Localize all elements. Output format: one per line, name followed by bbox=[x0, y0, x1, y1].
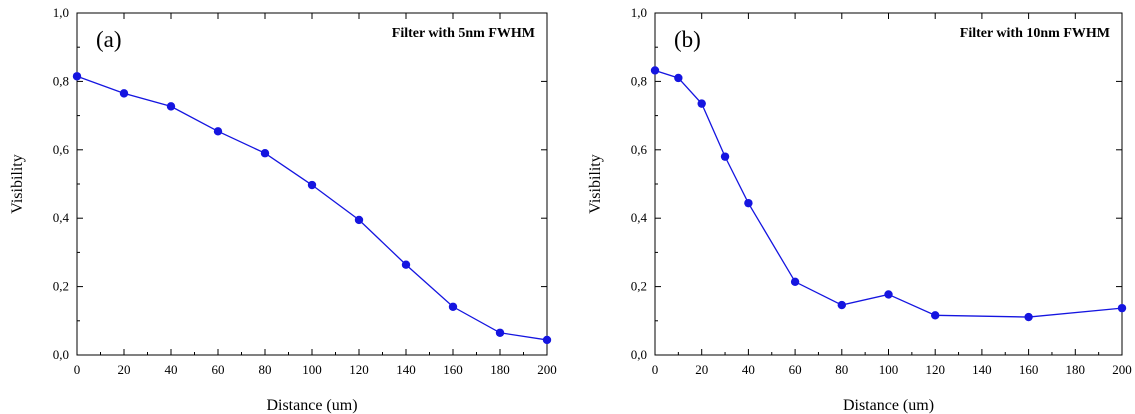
x-axis-title: Distance (um) bbox=[843, 397, 934, 414]
x-tick-label: 180 bbox=[490, 362, 510, 377]
x-tick-label: 20 bbox=[118, 362, 131, 377]
data-point bbox=[1024, 312, 1033, 322]
data-point bbox=[72, 72, 82, 81]
x-tick-label: 60 bbox=[789, 362, 802, 377]
data-point bbox=[674, 73, 683, 83]
data-point bbox=[401, 260, 411, 269]
chart-panel-a: 0 20 40 60 80 100 120 140 160 180 200 0,0 0,2 0,4 0,6 0… bbox=[9, 5, 557, 414]
x-tick-label: 60 bbox=[212, 362, 225, 377]
y-tick-label: 0,8 bbox=[53, 73, 69, 88]
x-tick-label: 180 bbox=[1066, 362, 1086, 377]
data-point bbox=[307, 180, 317, 190]
y-tick-label: 0,0 bbox=[53, 347, 69, 362]
data-point bbox=[119, 89, 129, 98]
y-tick-label: 0,0 bbox=[631, 347, 647, 362]
x-tick-label: 0 bbox=[652, 362, 659, 377]
data-point bbox=[790, 277, 800, 287]
data-point bbox=[448, 302, 458, 311]
x-tick-label: 20 bbox=[695, 362, 708, 377]
y-tick-label: 1,0 bbox=[53, 5, 69, 20]
panel-label: (a) bbox=[96, 27, 122, 52]
y-tick-label: 0,2 bbox=[631, 279, 647, 294]
y-tick-label: 0,8 bbox=[631, 73, 647, 88]
x-tick-label: 140 bbox=[972, 362, 992, 377]
y-tick-label: 0,6 bbox=[53, 142, 70, 157]
panel-label: (b) bbox=[674, 27, 701, 52]
data-point bbox=[837, 300, 846, 310]
x-tick-label: 200 bbox=[1112, 362, 1132, 377]
y-tick-label: 0,2 bbox=[53, 279, 69, 294]
data-point bbox=[260, 149, 270, 158]
plot-frame bbox=[654, 12, 1123, 356]
x-tick-label: 40 bbox=[742, 362, 755, 377]
x-axis-title: Distance (um) bbox=[266, 397, 357, 414]
panel-title: Filter with 10nm FWHM bbox=[960, 26, 1110, 41]
x-tick-label: 120 bbox=[925, 362, 945, 377]
data-point bbox=[884, 290, 893, 299]
series-line bbox=[76, 75, 548, 341]
y-tick-label: 0,6 bbox=[631, 142, 648, 157]
data-point bbox=[1117, 303, 1127, 313]
y-axis-title: Visibility bbox=[587, 154, 604, 214]
y-axis-title: Visibility bbox=[9, 154, 26, 214]
data-point bbox=[542, 335, 552, 345]
data-point bbox=[931, 311, 940, 320]
data-point bbox=[650, 66, 660, 75]
y-tick-label: 1,0 bbox=[631, 5, 647, 20]
x-tick-label: 80 bbox=[259, 362, 272, 377]
x-tick-label: 0 bbox=[74, 362, 81, 377]
data-point bbox=[166, 102, 176, 111]
chart-panel-b: 0 20 40 60 80 100 120 140 160 180 200 0,0 0,2 0,4 0,6 0… bbox=[587, 5, 1132, 414]
series-line bbox=[654, 69, 1123, 318]
data-point bbox=[354, 215, 364, 225]
data-point bbox=[213, 127, 223, 136]
x-tick-label: 160 bbox=[443, 362, 463, 377]
x-tick-label: 80 bbox=[835, 362, 848, 377]
x-tick-label: 160 bbox=[1019, 362, 1039, 377]
x-tick-label: 140 bbox=[396, 362, 416, 377]
x-tick-label: 200 bbox=[537, 362, 557, 377]
x-tick-label: 120 bbox=[349, 362, 369, 377]
x-tick-label: 100 bbox=[302, 362, 322, 377]
data-point bbox=[495, 328, 505, 337]
y-tick-label: 0,4 bbox=[631, 210, 648, 225]
panel-title: Filter with 5nm FWHM bbox=[392, 26, 535, 41]
x-tick-label: 40 bbox=[165, 362, 178, 377]
data-point bbox=[697, 99, 706, 108]
data-point bbox=[720, 152, 730, 161]
x-tick-label: 100 bbox=[879, 362, 899, 377]
data-point bbox=[744, 198, 753, 208]
y-tick-label: 0,4 bbox=[53, 210, 70, 225]
